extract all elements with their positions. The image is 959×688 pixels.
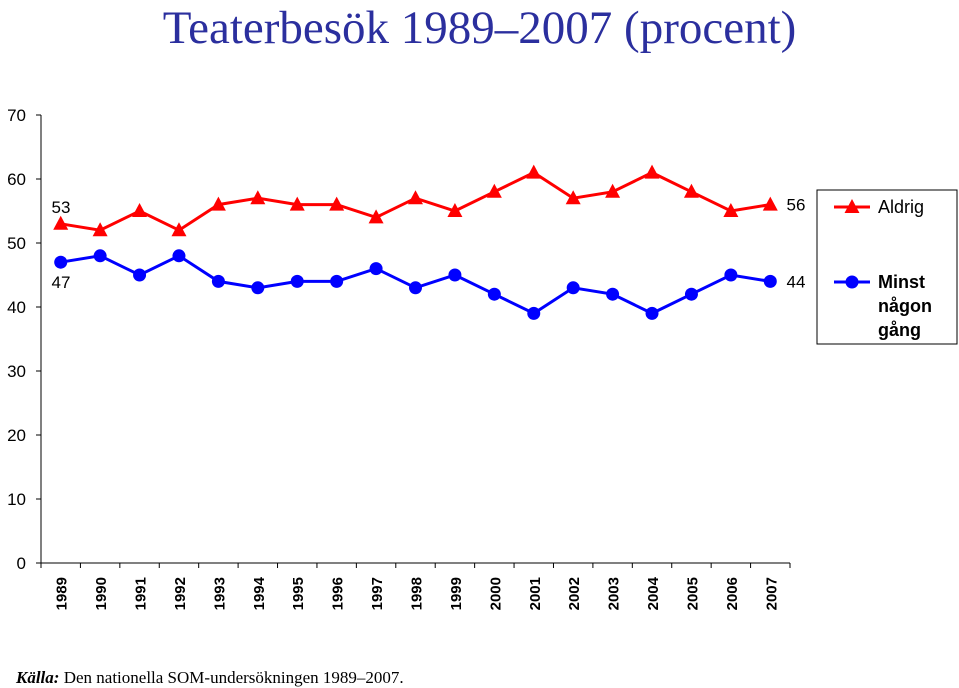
chart-data-labels: 53 56 47 44: [52, 196, 806, 293]
x-tick-label: 1998: [409, 577, 426, 610]
y-tick-label: 30: [7, 362, 26, 381]
data-point: [289, 196, 305, 211]
source-text: Den nationella SOM-undersökningen 1989–2…: [59, 668, 404, 687]
data-point: [54, 255, 68, 269]
data-point: [409, 281, 422, 295]
data-point: [683, 183, 699, 198]
data-point: [723, 203, 739, 217]
data-point: [605, 183, 621, 198]
y-tick-label: 40: [7, 298, 26, 317]
data-point: [251, 281, 265, 295]
data-point: [132, 203, 148, 217]
y-tick-label: 20: [7, 426, 26, 445]
data-label: 53: [52, 198, 71, 217]
x-tick-label: 2003: [606, 577, 623, 610]
data-point: [369, 262, 383, 276]
x-tick-label: 1991: [133, 577, 150, 610]
data-point: [93, 249, 107, 263]
x-tick-label: 1994: [251, 576, 268, 610]
data-point: [644, 164, 660, 179]
data-point: [724, 268, 738, 282]
y-tick-label: 50: [7, 234, 26, 253]
y-tick-label: 10: [7, 490, 26, 509]
x-tick-label: 1999: [448, 577, 465, 610]
y-tick-label: 70: [7, 106, 26, 125]
x-tick-label: 1993: [211, 577, 228, 610]
x-tick-label: 1992: [172, 577, 189, 610]
legend-label: Minst någon gång: [878, 272, 932, 340]
chart-axes: 0 10 20 30 40 50 60 70 1989 1990 1991 1992 1993 1994 1…: [7, 106, 791, 610]
x-tick-label: 2007: [763, 577, 780, 610]
data-point: [486, 183, 502, 198]
x-tick-label: 2001: [527, 577, 544, 610]
data-label: 56: [787, 196, 806, 215]
data-point: [171, 222, 187, 237]
data-point: [53, 215, 69, 230]
data-label: 47: [52, 273, 71, 292]
data-label: 44: [787, 272, 806, 291]
y-tick-label: 60: [7, 170, 26, 189]
chart-title: Teaterbesök 1989–2007 (procent): [162, 2, 797, 54]
x-tick-label: 1990: [93, 577, 110, 610]
y-tick-label: 0: [17, 554, 26, 573]
data-point: [368, 209, 384, 224]
x-tick-label: 2005: [684, 577, 701, 610]
data-point: [133, 268, 147, 282]
x-tick-label: 2006: [724, 577, 741, 610]
chart-series: [53, 164, 778, 320]
data-point: [684, 287, 698, 301]
source-label: Källa:: [16, 668, 60, 687]
x-tick-label: 1989: [54, 577, 71, 610]
data-point: [250, 190, 266, 205]
data-point: [566, 281, 580, 295]
x-tick-label: 1995: [290, 577, 307, 610]
x-tick-label: 1996: [330, 577, 347, 610]
legend-label: Aldrig: [878, 197, 924, 217]
legend-box: [816, 189, 958, 345]
data-point: [330, 274, 344, 288]
data-point: [565, 190, 581, 205]
data-point: [527, 306, 541, 320]
data-point: [447, 203, 463, 217]
data-point: [92, 222, 108, 237]
data-point: [290, 274, 304, 288]
data-point: [408, 190, 423, 205]
data-point: [448, 268, 462, 282]
data-point: [211, 274, 225, 288]
legend-marker: [845, 275, 859, 289]
legend-marker: [844, 199, 860, 213]
data-point: [763, 274, 777, 288]
x-tick-label: 2002: [566, 577, 583, 610]
data-point: [645, 306, 659, 320]
data-point: [329, 196, 345, 211]
data-point: [606, 287, 620, 301]
data-point: [487, 287, 501, 301]
data-point: [762, 196, 778, 211]
source-note: Källa: Den nationella SOM-undersökningen…: [16, 668, 404, 688]
x-tick-label: 1997: [369, 577, 386, 610]
x-tick-label: 2000: [487, 577, 504, 610]
data-point: [172, 249, 186, 263]
data-point: [526, 164, 542, 179]
x-tick-label: 2004: [645, 576, 662, 610]
chart-legend: Aldrig Minst någon gång: [816, 189, 958, 345]
data-point: [210, 196, 226, 211]
